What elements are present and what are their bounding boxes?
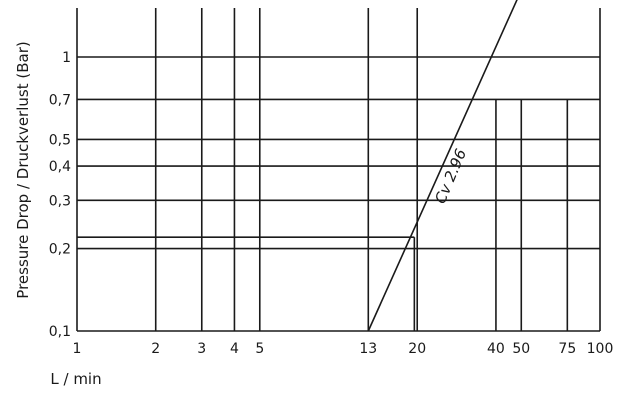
y-tick-label: 0,4	[49, 159, 71, 175]
y-tick-label: 0,2	[49, 242, 71, 258]
x-tick-label: 13	[359, 341, 377, 357]
reference-lines	[77, 99, 569, 331]
grid-lines	[76, 8, 601, 332]
x-tick-label: 75	[558, 341, 576, 357]
cv-line	[367, 0, 518, 332]
x-tick-label: 20	[408, 341, 426, 357]
y-axis-label: Pressure Drop / Druckverlust (Bar)	[14, 41, 32, 298]
y-tick-label: 0,5	[49, 132, 71, 148]
x-tick-labels: 1 2 3 4 5 13 20 40 50 75 100	[73, 341, 614, 357]
series-group	[367, 0, 518, 332]
x-tick-label: 5	[255, 341, 264, 357]
y-tick-label: 0,1	[49, 324, 71, 340]
x-tick-label: 3	[197, 341, 206, 357]
y-tick-label: 0,3	[49, 193, 71, 209]
x-tick-label: 1	[73, 341, 82, 357]
x-tick-label: 4	[230, 341, 239, 357]
y-tick-label: 1	[62, 50, 71, 66]
x-tick-label: 100	[587, 341, 614, 357]
y-tick-label: 0,7	[49, 92, 71, 108]
x-tick-label: 2	[151, 341, 160, 357]
x-axis-label: L / min	[50, 370, 101, 388]
y-tick-labels: 0,1 0,2 0,3 0,4 0,5 0,7 1	[49, 50, 71, 340]
x-tick-label: 50	[512, 341, 530, 357]
x-tick-label: 40	[487, 341, 505, 357]
